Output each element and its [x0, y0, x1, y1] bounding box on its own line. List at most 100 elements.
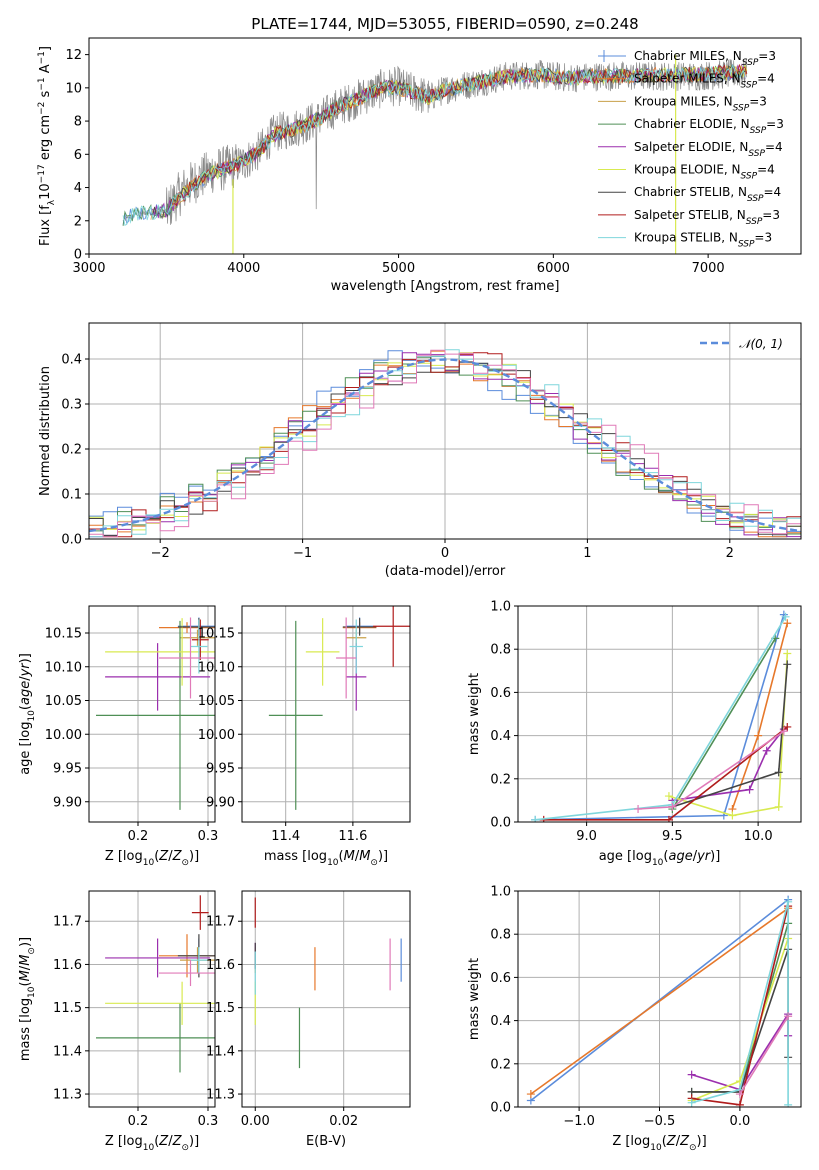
- label-part: )]: [710, 849, 720, 864]
- weight-series-line: [731, 623, 789, 810]
- weight-point-marker: [745, 785, 754, 794]
- model-spectrum-line: [122, 63, 746, 226]
- y-tick-label: 1.0: [490, 600, 511, 615]
- label-part: 10: [143, 1143, 155, 1153]
- label-part: λ: [47, 199, 57, 205]
- legend-label: Kroupa MILES, NSSP=3: [634, 94, 767, 113]
- y-tick-label: 11.5: [53, 1001, 82, 1016]
- weight-point-marker: [779, 610, 788, 619]
- legend-label: Salpeter ELODIE, NSSP=4: [634, 140, 783, 159]
- label-part: /: [168, 1134, 173, 1149]
- label-part: 10: [38, 183, 53, 200]
- y-axis-label: Normed distribution: [38, 366, 53, 496]
- label-part: SSP: [738, 240, 755, 250]
- x-tick-label: 0.00: [241, 1114, 270, 1129]
- y-tick-label: 9.90: [206, 795, 235, 810]
- label-part: Salpeter STELIB, N: [634, 208, 746, 222]
- label-part: M: [344, 849, 355, 864]
- label-part: 10: [143, 858, 155, 868]
- axes-frame: [88, 605, 216, 823]
- label-part: ⊙: [181, 1143, 189, 1153]
- x-tick-label: 9.0: [576, 829, 597, 844]
- age_vs_mass-axes: 11.4 11.6 9.90 9.95 10.00 10.05 10.10 10.15 mass…: [198, 605, 411, 868]
- y-tick-label: 11.6: [206, 958, 235, 973]
- legend-label: Kroupa ELODIE, NSSP=4: [634, 163, 775, 182]
- y-tick-label: 0.3: [61, 398, 82, 413]
- label-part: Salpeter MILES, N: [634, 72, 741, 86]
- x-tick-label: 11.4: [271, 829, 300, 844]
- label-part: Z [log: [612, 1134, 650, 1149]
- y-tick-label: 11.3: [53, 1088, 82, 1103]
- label-part: ⊙: [689, 1143, 697, 1153]
- axes-frame: [517, 605, 802, 823]
- x-tick-label: 1: [583, 546, 591, 561]
- x-axis-label: Z [log10(Z/Z⊙)]: [105, 849, 199, 868]
- y-tick-label: 0.0: [490, 1101, 511, 1116]
- label-part: −1: [37, 77, 47, 90]
- y-tick-label: 0.2: [490, 1057, 511, 1072]
- mass_vs_Z-marks: [96, 895, 215, 1073]
- weight-point-marker: [774, 768, 783, 777]
- weight-series-line: [691, 901, 789, 1105]
- label-part: Salpeter ELODIE, N: [634, 140, 748, 154]
- label-part: age: [668, 849, 692, 864]
- weight-point-marker: [664, 792, 673, 801]
- x-tick-label: 0.0: [730, 1114, 751, 1129]
- y-tick-label: 11.7: [206, 915, 235, 930]
- residuals-marks: [89, 349, 801, 538]
- y-tick-label: 0.6: [490, 686, 511, 701]
- label-part: yr: [18, 662, 33, 678]
- label-part: (: [662, 1134, 667, 1149]
- weight_vs_Z-marks: [526, 895, 793, 1107]
- y-tick-label: 4: [74, 181, 82, 196]
- label-part: age [log: [18, 722, 33, 775]
- label-part: SSP: [746, 217, 763, 227]
- y-tick-label: 0.2: [490, 772, 511, 787]
- label-part: −17: [37, 164, 47, 183]
- weight-series-line: [739, 1015, 789, 1095]
- legend-label: 𝒩(0, 1): [739, 337, 783, 351]
- label-part: Flux [f: [38, 205, 53, 246]
- label-part: E(B-V): [306, 1134, 346, 1149]
- label-part: mass [log: [264, 849, 327, 864]
- weight-point-marker: [774, 802, 783, 811]
- label-part: =3: [749, 94, 767, 108]
- x-tick-label: 6000: [537, 261, 570, 276]
- label-part: )]: [697, 1134, 707, 1149]
- y-axis-label: mass weight: [467, 958, 482, 1040]
- x-axis-label: mass [log10(M/M⊙)]: [264, 849, 388, 868]
- label-part: /: [168, 849, 173, 864]
- label-part: )]: [18, 653, 33, 663]
- label-part: ⊙: [181, 858, 189, 868]
- weight-point-marker: [784, 1012, 793, 1021]
- label-part: Kroupa ELODIE, N: [634, 163, 741, 177]
- weight-point-marker: [783, 619, 792, 628]
- y-tick-label: 0.0: [490, 816, 511, 831]
- y-tick-label: 11.6: [53, 958, 82, 973]
- weight-series-line: [638, 730, 785, 810]
- label-part: Chabrier MILES, N: [634, 49, 742, 63]
- label-part: −2: [37, 102, 47, 115]
- y-tick-label: 0.4: [61, 353, 82, 368]
- label-part: mass [log: [18, 998, 33, 1061]
- y-tick-label: 11.4: [53, 1044, 82, 1059]
- label-part: )]: [378, 849, 388, 864]
- weight-series-line: [530, 907, 789, 1095]
- label-part: )]: [189, 849, 199, 864]
- weight-point-marker: [687, 1098, 696, 1107]
- y-tick-label: 12: [65, 48, 82, 63]
- x-axis-label: (data-model)/error: [385, 564, 506, 579]
- mass_vs_EBV-axes: 0.00 0.02 11.3 11.4 11.5 11.6 11.7 E(B-V): [206, 890, 411, 1149]
- label-part: −1: [37, 51, 47, 64]
- axes-frame: [241, 890, 411, 1108]
- label-part: Z: [172, 849, 183, 864]
- x-tick-label: 0.02: [329, 1114, 358, 1129]
- label-part: Z: [158, 849, 169, 864]
- weight-point-marker: [784, 897, 793, 906]
- weight_vs_age-marks: [531, 610, 792, 822]
- weight-point-marker: [762, 746, 771, 755]
- x-tick-label: 0: [441, 546, 449, 561]
- x-axis-label: E(B-V): [306, 1134, 346, 1149]
- label-part: =3: [758, 49, 776, 63]
- y-tick-label: 0: [74, 248, 82, 263]
